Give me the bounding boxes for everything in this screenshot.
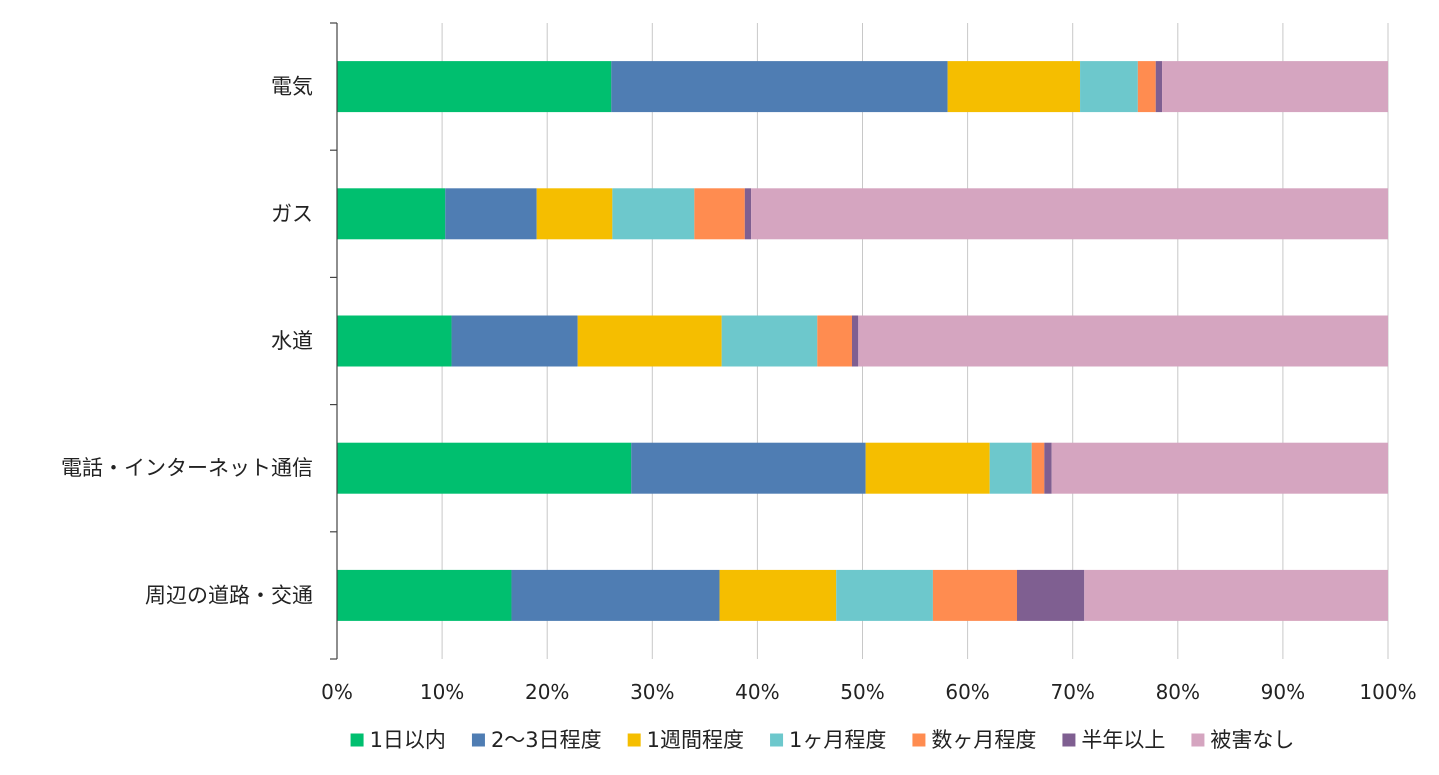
y-axis: [330, 22, 338, 660]
bar-segment: [744, 188, 752, 240]
category-label: 水道: [271, 329, 313, 353]
legend-swatch: [627, 733, 641, 747]
bar-segment: [612, 188, 695, 240]
bar-segment: [851, 315, 859, 367]
bar-segment: [1162, 61, 1388, 113]
x-tick-label: 70%: [1050, 680, 1094, 704]
bar-segment: [1016, 569, 1085, 621]
x-tick-label: 30%: [630, 680, 674, 704]
bar-segment: [817, 315, 852, 367]
bar-segment: [451, 315, 578, 367]
bar-segment: [721, 315, 818, 367]
legend-swatch: [912, 733, 926, 747]
bar-segment: [751, 188, 1388, 240]
x-tick-label: 80%: [1156, 680, 1200, 704]
bar-segment: [445, 188, 537, 240]
bar-segment: [611, 61, 948, 113]
x-tick-label: 20%: [525, 680, 569, 704]
x-tick-label: 90%: [1261, 680, 1305, 704]
legend-swatch: [770, 733, 784, 747]
legend-label: 半年以上: [1081, 728, 1165, 752]
bar-segment: [536, 188, 613, 240]
legend-label: 1ヶ月程度: [789, 728, 886, 752]
bar-segment: [947, 61, 1081, 113]
bar-segment: [1080, 61, 1138, 113]
bar-segment: [858, 315, 1388, 367]
bar-segment: [1044, 442, 1052, 494]
x-tick-label: 0%: [321, 680, 353, 704]
category-label: 電話・インターネット通信: [61, 456, 313, 480]
x-tick-label: 40%: [735, 680, 779, 704]
legend-label: 1日以内: [370, 728, 446, 752]
x-tick-label: 50%: [840, 680, 884, 704]
bar-segment: [337, 188, 446, 240]
bar-segment: [865, 442, 990, 494]
legend-swatch: [471, 733, 485, 747]
legend-label: 数ヶ月程度: [931, 728, 1036, 752]
bar-segment: [932, 569, 1017, 621]
legend-label: 被害なし: [1210, 728, 1294, 752]
bar-segment: [1137, 61, 1156, 113]
bar-segment: [337, 315, 452, 367]
bar-segment: [577, 315, 722, 367]
bar-segment: [1155, 61, 1163, 113]
legend-swatch: [1062, 733, 1076, 747]
bar-segment: [337, 61, 612, 113]
category-label: 電気: [271, 75, 313, 99]
legend-label: 2〜3日程度: [491, 728, 602, 752]
bar-segment: [719, 569, 837, 621]
category-label: ガス: [271, 202, 313, 226]
legend: 1日以内 2〜3日程度 1週間程度 1ヶ月程度 数ヶ月程度 半年以上 被害なし: [350, 728, 1294, 752]
bar-segment: [511, 569, 720, 621]
bar-segment: [989, 442, 1032, 494]
bar-segments: [337, 61, 1388, 621]
legend-swatch: [1191, 733, 1205, 747]
category-label: 周辺の道路・交通: [145, 583, 313, 607]
bar-segment: [337, 569, 512, 621]
bar-segment: [836, 569, 933, 621]
legend-swatch: [350, 733, 364, 747]
bar-segment: [1051, 442, 1388, 494]
bar-segment: [1084, 569, 1388, 621]
bar-segment: [631, 442, 866, 494]
bar-segment: [337, 442, 632, 494]
x-tick-label: 100%: [1359, 680, 1416, 704]
bar-segment: [1031, 442, 1045, 494]
x-tick-labels: 0% 10% 20% 30% 40% 50% 60% 70% 80% 90% 100%: [321, 680, 1416, 704]
legend-label: 1週間程度: [647, 728, 744, 752]
x-tick-label: 60%: [945, 680, 989, 704]
x-tick-label: 10%: [420, 680, 464, 704]
bar-segment: [694, 188, 745, 240]
